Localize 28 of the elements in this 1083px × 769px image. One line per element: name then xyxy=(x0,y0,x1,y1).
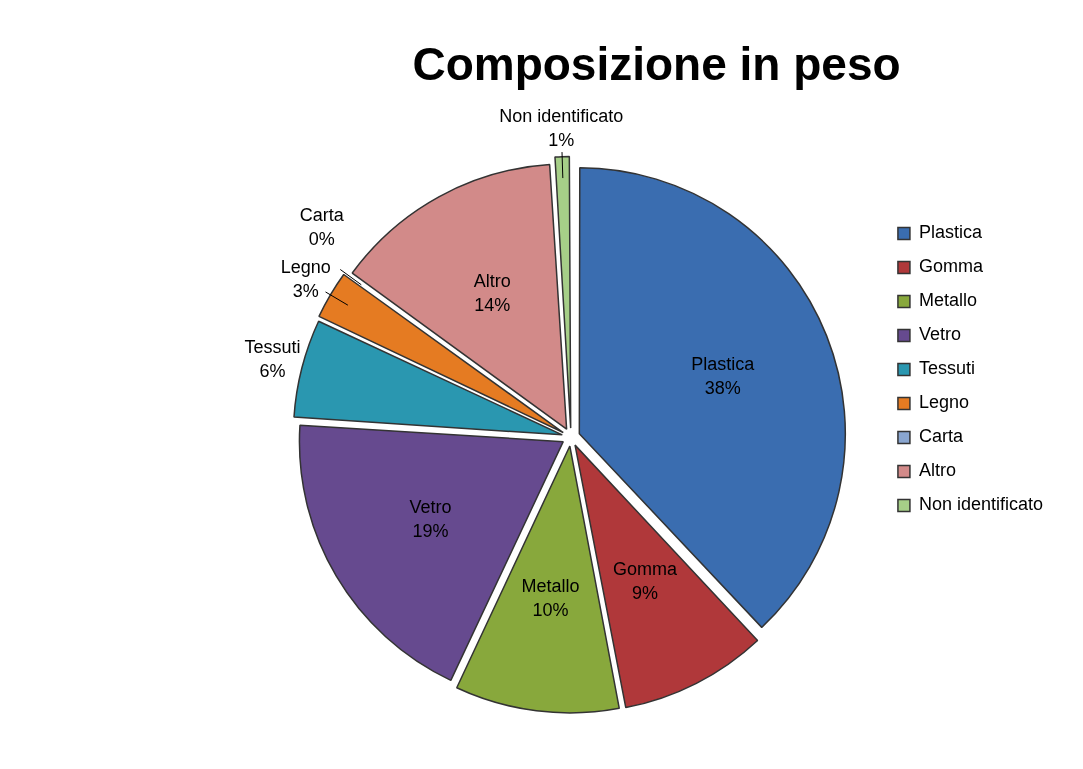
legend-label: Vetro xyxy=(918,324,961,345)
data-label: 14% xyxy=(474,295,511,316)
data-label: 9% xyxy=(632,583,659,604)
legend-label: Altro xyxy=(918,460,956,481)
legend-label: Gomma xyxy=(918,256,984,277)
slice-label: Plastica xyxy=(691,354,756,375)
data-label: 1% xyxy=(548,130,575,151)
slice-label: Vetro xyxy=(409,497,452,518)
slice-label: Non identificato xyxy=(499,106,624,127)
chart-title: Composizione in peso xyxy=(412,38,901,91)
legend-label: Legno xyxy=(918,392,969,413)
data-label: 38% xyxy=(704,378,741,399)
slice-label: Metallo xyxy=(521,575,580,596)
legend-label: Metallo xyxy=(918,290,977,311)
slice-label: Legno xyxy=(280,257,331,278)
legend-label: Carta xyxy=(918,426,964,447)
slice-label: Gomma xyxy=(613,559,679,580)
legend-label: Tessuti xyxy=(918,358,975,379)
category-label: Carta xyxy=(299,205,344,226)
slice-label: Tessuti xyxy=(244,337,301,358)
legend-label: Non identificato xyxy=(918,494,1043,515)
slice-label: Altro xyxy=(473,271,511,292)
legend-label: Plastica xyxy=(918,222,983,243)
data-label: 6% xyxy=(259,361,286,382)
data-label: 19% xyxy=(412,521,449,542)
data-label: 10% xyxy=(532,599,569,620)
text: 0% xyxy=(308,229,335,250)
data-label: 3% xyxy=(292,281,319,302)
